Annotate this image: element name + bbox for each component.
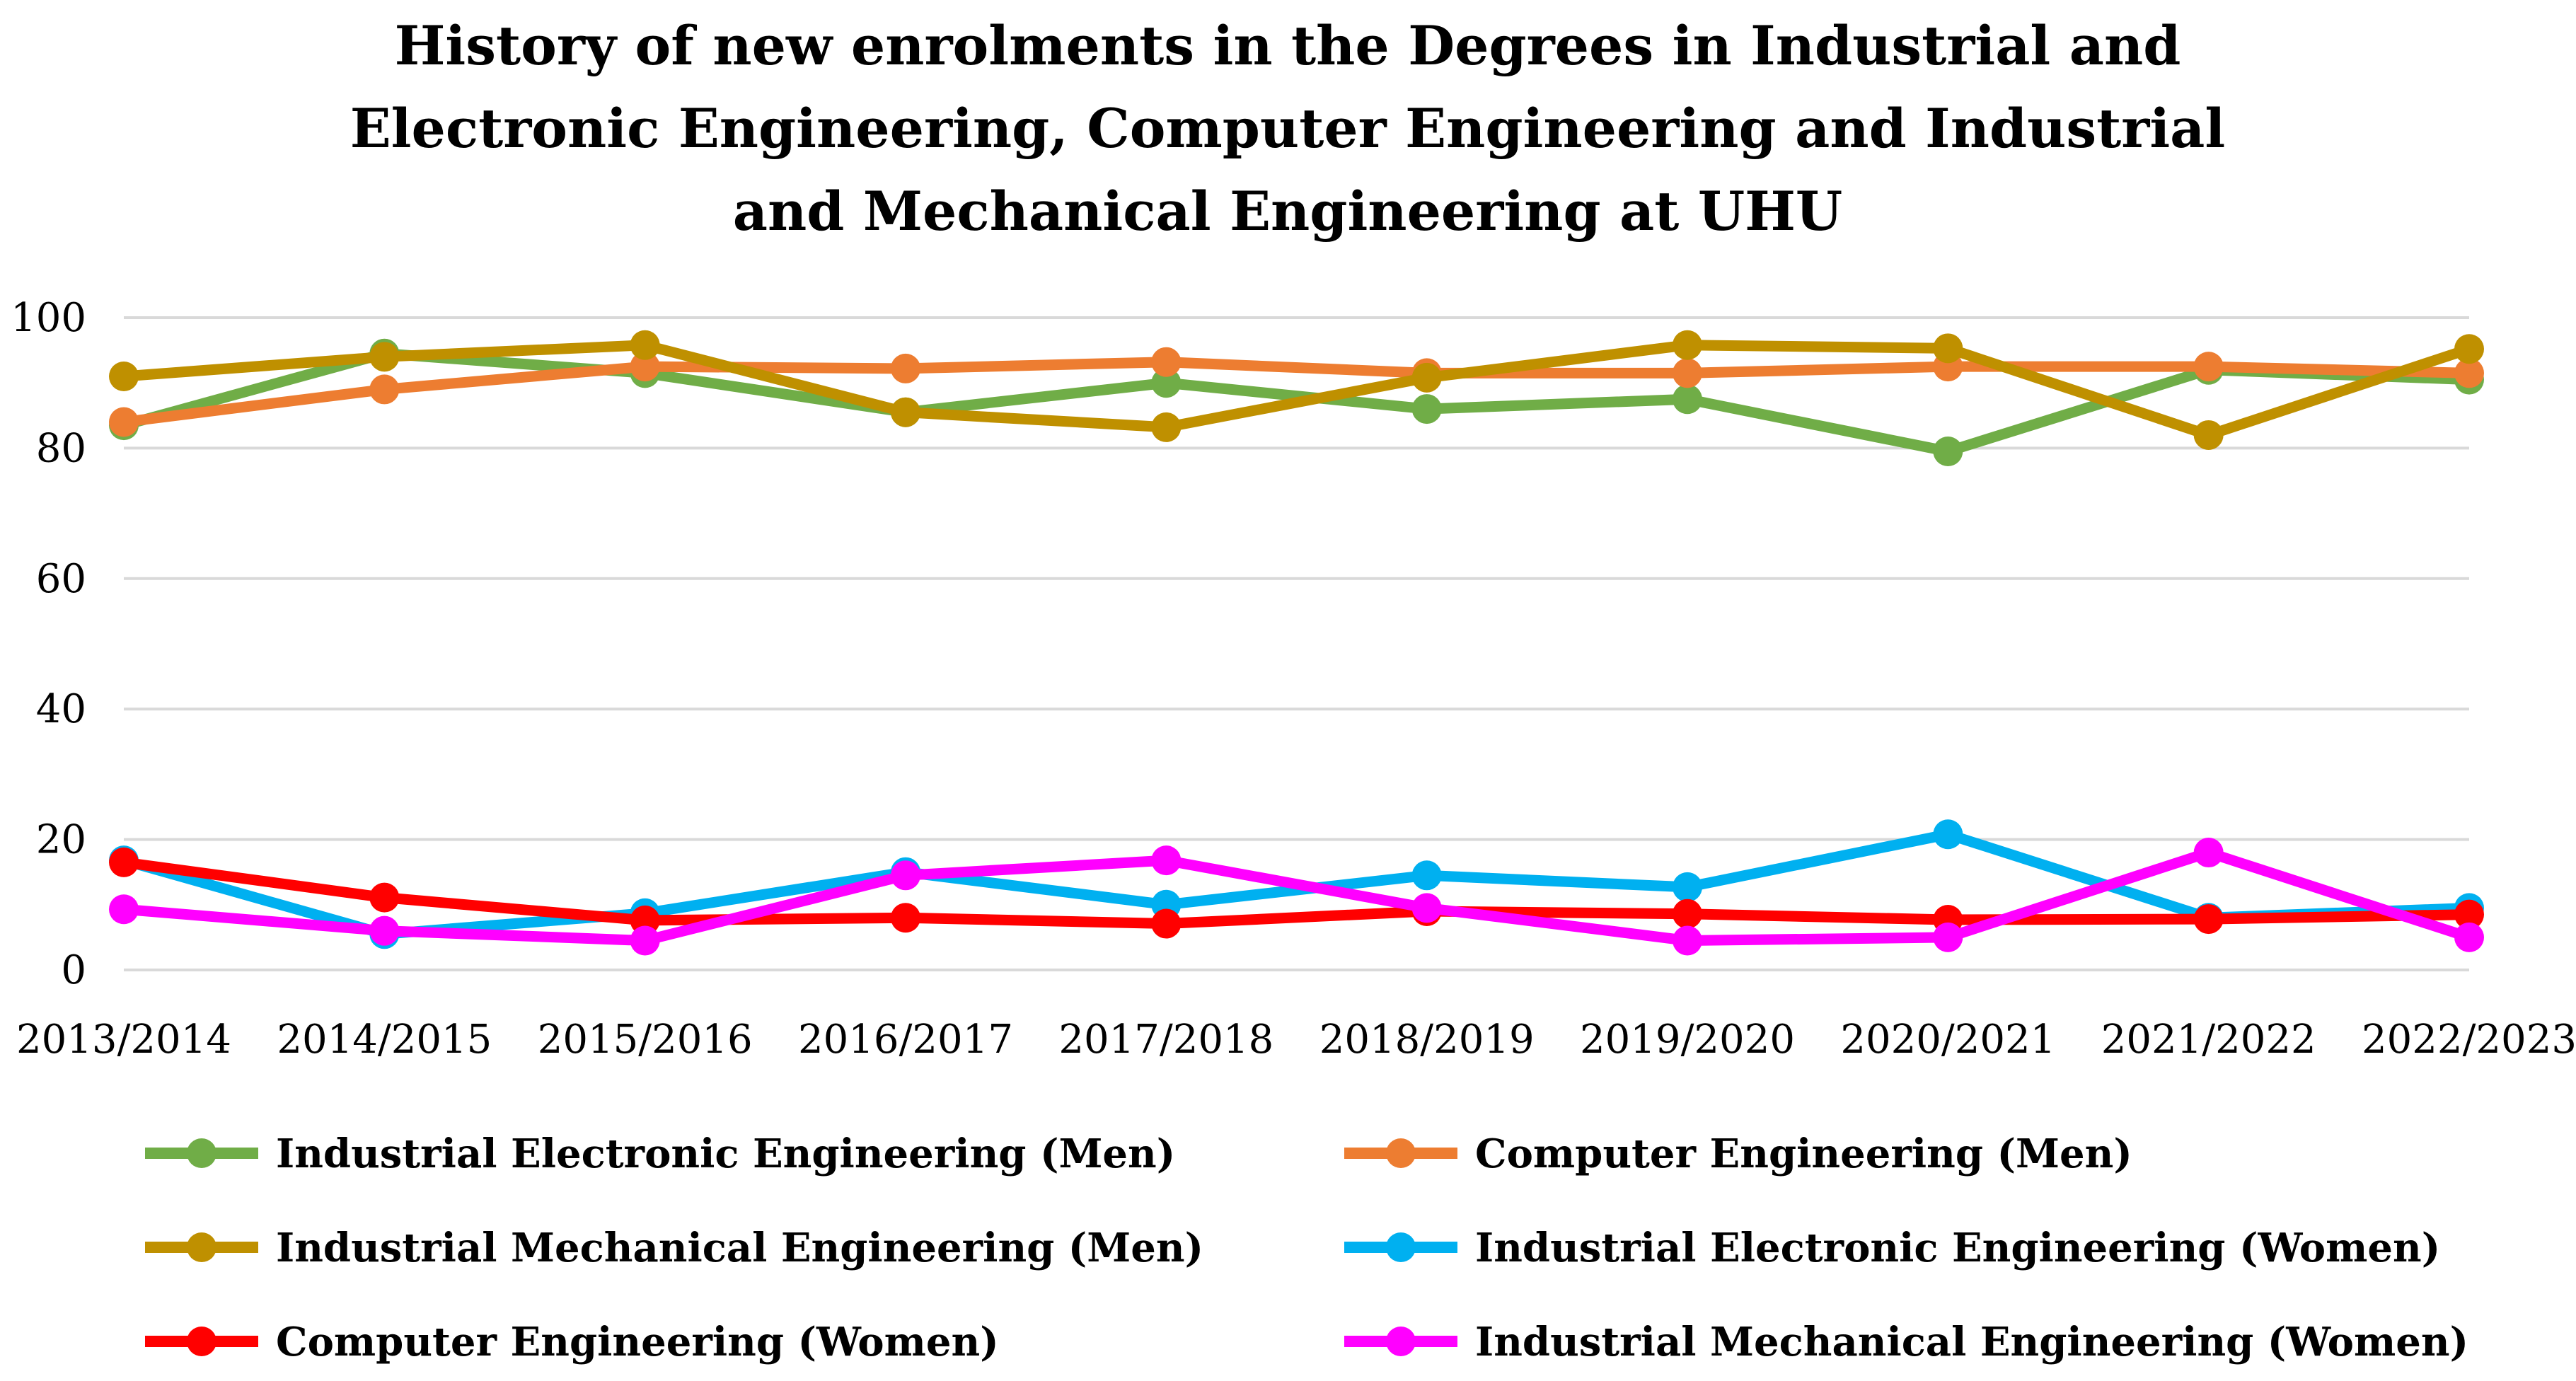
data-point <box>630 330 660 360</box>
data-point <box>1673 925 1702 956</box>
data-point <box>630 352 660 382</box>
legend-swatch-marker <box>187 1138 216 1168</box>
x-tick-label: 2022/2023 <box>2362 1017 2576 1063</box>
legend-label: Industrial Electronic Engineering (Men) <box>276 1131 1175 1177</box>
data-point <box>1673 872 1702 902</box>
x-tick-label: 2019/2020 <box>1580 1017 1795 1063</box>
x-tick-label: 2017/2018 <box>1058 1017 1273 1063</box>
data-point <box>1151 412 1182 442</box>
series-line <box>118 348 2475 457</box>
data-point <box>1411 394 1442 424</box>
chart-title: History of new enrolments in the Degrees… <box>350 14 2226 243</box>
legend: Industrial Electronic Engineering (Men) C… <box>145 1131 2468 1365</box>
data-point <box>891 397 920 427</box>
legend-label: Industrial Mechanical Engineering (Men) <box>276 1225 1203 1271</box>
data-point <box>1151 368 1182 398</box>
data-point <box>1673 330 1702 360</box>
series-line <box>118 828 2475 940</box>
legend-label: Computer Engineering (Men) <box>1475 1131 2132 1177</box>
data-point <box>891 903 920 933</box>
data-point <box>891 353 920 383</box>
x-tick-label: 2020/2021 <box>1840 1017 2055 1063</box>
data-point <box>1411 362 1442 393</box>
x-tick-label: 2018/2019 <box>1319 1017 1535 1063</box>
data-point <box>109 361 139 391</box>
data-point <box>2454 358 2484 388</box>
data-point <box>1151 908 1182 939</box>
data-point <box>2454 922 2484 952</box>
data-point <box>1933 333 1963 364</box>
series-line <box>118 340 2475 441</box>
data-point <box>1673 358 1702 388</box>
data-point <box>1411 893 1442 923</box>
legend-swatch-marker <box>187 1232 216 1262</box>
y-axis-ticks: 0 20 40 60 80 100 <box>11 295 86 993</box>
legend-entry: Industrial Mechanical Engineering (Men) <box>145 1225 1203 1271</box>
gridlines <box>124 316 2469 971</box>
data-point <box>369 882 400 913</box>
legend-entry: Industrial Mechanical Engineering (Women… <box>1344 1319 2468 1365</box>
x-tick-label: 2015/2016 <box>538 1017 753 1063</box>
data-point <box>2454 899 2484 930</box>
data-point <box>1933 819 1963 850</box>
legend-entry: Industrial Electronic Engineering (Women… <box>1344 1225 2440 1271</box>
series-lines <box>109 330 2484 956</box>
data-point <box>2193 838 2224 868</box>
data-point <box>2193 420 2224 450</box>
data-point <box>1151 845 1182 876</box>
legend-entry: Computer Engineering (Women) <box>145 1319 999 1365</box>
y-tick-label: 20 <box>36 817 86 863</box>
series-5 <box>109 847 2484 939</box>
data-point <box>1151 347 1182 377</box>
series-2 <box>109 347 2484 437</box>
series-line <box>118 357 2475 428</box>
legend-label: Industrial Mechanical Engineering (Women… <box>1475 1319 2468 1365</box>
legend-swatch-marker <box>187 1327 216 1356</box>
legend-swatch-marker <box>1386 1232 1416 1262</box>
legend-entry: Industrial Electronic Engineering (Men) <box>145 1131 1175 1177</box>
y-tick-label: 0 <box>61 947 86 993</box>
series-6 <box>109 838 2484 956</box>
legend-swatch-marker <box>1386 1327 1416 1356</box>
data-point <box>369 374 400 405</box>
y-tick-label: 80 <box>36 425 86 471</box>
data-point <box>369 915 400 946</box>
data-point <box>2193 904 2224 935</box>
legend-label: Computer Engineering (Women) <box>276 1319 999 1365</box>
data-point <box>369 342 400 372</box>
legend-label: Industrial Electronic Engineering (Women… <box>1475 1225 2440 1271</box>
x-tick-label: 2021/2022 <box>2101 1017 2316 1063</box>
data-point <box>1933 437 1963 467</box>
legend-entry: Computer Engineering (Men) <box>1344 1131 2132 1177</box>
data-point <box>1673 898 1702 929</box>
data-point <box>109 894 139 925</box>
data-point <box>2454 334 2484 364</box>
legend-swatch-marker <box>1386 1138 1416 1168</box>
x-tick-label: 2013/2014 <box>16 1017 231 1063</box>
data-point <box>109 407 139 437</box>
data-point <box>1933 922 1963 952</box>
data-point <box>630 925 660 956</box>
series-line <box>118 847 2475 947</box>
x-tick-label: 2016/2017 <box>798 1017 1013 1063</box>
data-point <box>2193 352 2224 382</box>
series-line <box>118 857 2475 930</box>
data-point <box>1673 384 1702 415</box>
data-point <box>1411 860 1442 891</box>
x-tick-label: 2014/2015 <box>277 1017 492 1063</box>
data-point <box>891 860 920 891</box>
data-point <box>109 847 139 877</box>
series-3 <box>109 330 2484 450</box>
y-tick-label: 40 <box>36 686 86 732</box>
y-tick-label: 60 <box>36 556 86 602</box>
y-tick-label: 100 <box>11 295 86 341</box>
x-axis-ticks: 2013/2014 2014/2015 2015/2016 2016/2017 2017… <box>16 1017 2576 1063</box>
